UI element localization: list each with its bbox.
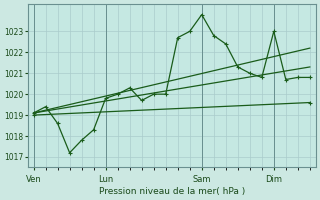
X-axis label: Pression niveau de la mer( hPa ): Pression niveau de la mer( hPa ) (99, 187, 245, 196)
